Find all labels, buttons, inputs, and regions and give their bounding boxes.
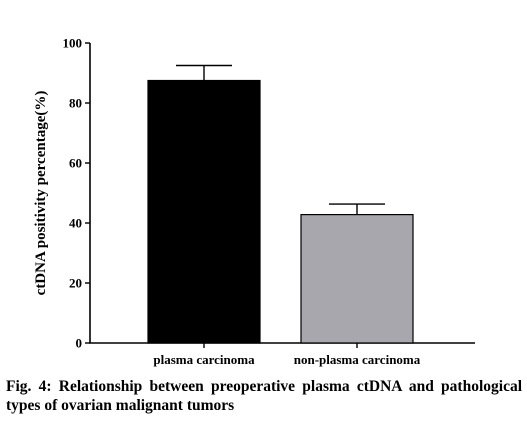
x-tick-label: non-plasma carcinoma [294, 352, 421, 367]
bar [147, 79, 261, 344]
chart-labels: 0 20 40 60 80 100 plasma carcinoma non-plasma c… [63, 36, 421, 368]
y-tick-label: 80 [69, 96, 82, 111]
x-tick-label: plasma carcinoma [153, 352, 255, 367]
bar-chart: 0 20 40 60 80 100 plasma carcinoma non-plasma c… [33, 36, 475, 368]
y-tick-label: 20 [69, 276, 82, 291]
y-tick-label: 0 [76, 336, 83, 351]
y-axis-label: ctDNA positivity percentage(%) [33, 91, 49, 296]
chart-axes [85, 42, 475, 348]
chart-error-bars [176, 64, 385, 215]
bar [300, 214, 414, 344]
figure-caption: Fig. 4: Relationship between preoperativ… [6, 378, 522, 414]
y-tick-label: 100 [63, 36, 83, 51]
y-tick-label: 40 [69, 216, 82, 231]
chart-bars [147, 79, 414, 344]
y-tick-label: 60 [69, 156, 82, 171]
